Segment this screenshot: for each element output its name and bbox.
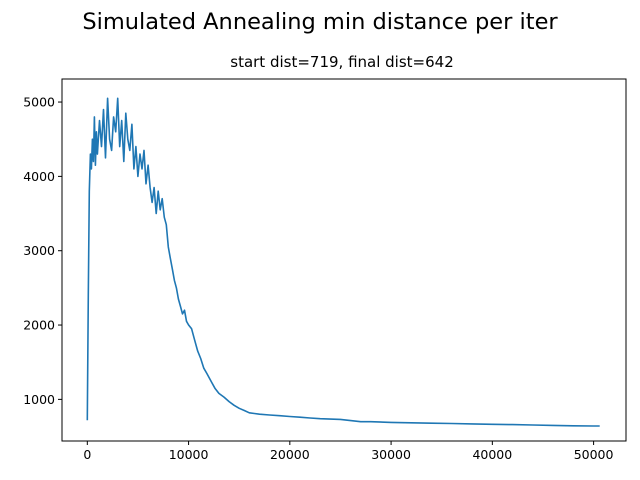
x-tick-label: 0 bbox=[83, 447, 91, 462]
x-tick-label: 50000 bbox=[574, 447, 614, 462]
x-tick-label: 20000 bbox=[270, 447, 310, 462]
series-line-0 bbox=[86, 97, 600, 427]
figure-suptitle: Simulated Annealing min distance per ite… bbox=[82, 9, 558, 35]
x-tick-label: 10000 bbox=[169, 447, 209, 462]
x-tick-label: 30000 bbox=[371, 447, 411, 462]
chart-title: start dist=719, final dist=642 bbox=[230, 53, 454, 71]
axes-frame bbox=[61, 78, 627, 442]
y-tick-label: 5000 bbox=[23, 95, 55, 110]
y-tick-label: 4000 bbox=[23, 169, 55, 184]
axis-ticks: 0 10000 20000 30000 40000 50000 1000 2000 3000 40… bbox=[23, 95, 613, 462]
x-tick-label: 40000 bbox=[472, 447, 512, 462]
y-tick-label: 1000 bbox=[23, 392, 55, 407]
plot-area bbox=[86, 97, 600, 427]
y-tick-label: 3000 bbox=[23, 243, 55, 258]
y-tick-label: 2000 bbox=[23, 318, 55, 333]
